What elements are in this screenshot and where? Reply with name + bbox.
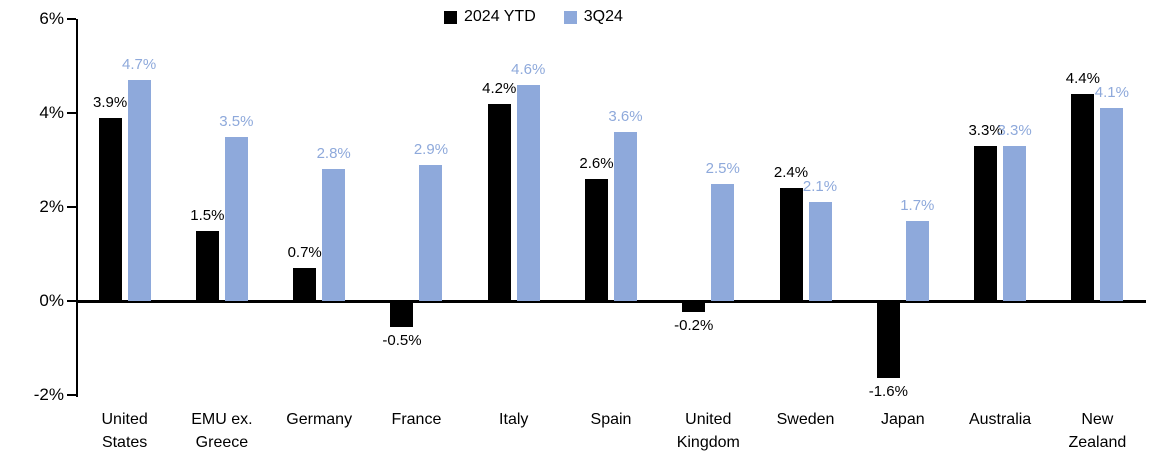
y-tick-label-4: 4% <box>39 103 64 122</box>
value-label-2024-ytd-spain: 2.6% <box>579 154 614 172</box>
bar-3q24-new-zealand <box>1100 108 1124 301</box>
y-axis-line <box>76 19 78 397</box>
value-label-3q24-sweden: 2.1% <box>802 178 838 196</box>
category-label-france: France <box>391 411 442 428</box>
bar-3q24-emu-ex-greece <box>224 136 248 301</box>
value-label-3q24-new-zealand: 4.1% <box>1094 84 1129 102</box>
value-label-2024-ytd-italy: 4.2% <box>482 79 517 97</box>
value-label-2024-ytd-japan: -1.6% <box>868 383 908 401</box>
bar-2024-ytd-germany <box>293 268 317 301</box>
value-label-3q24-united-kingdom: 2.5% <box>705 159 740 177</box>
bar-3q24-australia <box>1003 145 1027 301</box>
value-label-2024-ytd-emu-ex-greece: 1.5% <box>190 206 225 224</box>
bar-3q24-france <box>419 164 443 301</box>
value-label-3q24-spain: 3.6% <box>608 107 643 125</box>
bar-2024-ytd-italy <box>487 103 511 301</box>
bar-2024-ytd-united-states <box>98 117 122 301</box>
y-tick-4 <box>67 112 76 114</box>
value-label-2024-ytd-france: -0.5% <box>382 331 422 349</box>
value-label-3q24-japan: 1.7% <box>900 197 935 215</box>
category-label-australia: Australia <box>968 411 1032 428</box>
value-label-3q24-italy: 4.6% <box>511 60 546 78</box>
category-label-emu-ex-greece: EMU ex. Greece <box>191 411 253 451</box>
bar-3q24-sweden <box>808 202 832 301</box>
y-tick-2 <box>67 394 76 396</box>
category-label-japan: Japan <box>881 411 925 428</box>
value-label-3q24-germany: 2.8% <box>316 145 351 163</box>
value-label-3q24-emu-ex-greece: 3.5% <box>219 112 254 130</box>
value-label-2024-ytd-united-states: 3.9% <box>93 93 128 111</box>
legend-swatch-2024-ytd <box>444 10 457 24</box>
bar-2024-ytd-australia <box>974 145 998 301</box>
bar-3q24-spain <box>614 131 637 301</box>
legend-label-2024-ytd: 2024 YTD <box>464 8 536 25</box>
category-label-sweden: Sweden <box>776 411 835 428</box>
bar-2024-ytd-japan <box>876 303 900 379</box>
category-label-spain: Spain <box>590 411 632 428</box>
value-label-3q24-france: 2.9% <box>413 140 449 158</box>
value-label-2024-ytd-sweden: 2.4% <box>773 164 809 182</box>
bar-3q24-italy <box>516 84 540 301</box>
bar-3q24-united-states <box>127 80 151 301</box>
bar-3q24-japan <box>905 221 929 301</box>
bar-2024-ytd-emu-ex-greece <box>195 230 219 301</box>
category-label-germany: Germany <box>286 411 353 428</box>
bar-2024-ytd-spain <box>585 178 608 301</box>
category-label-united-states: United States <box>101 411 148 451</box>
y-tick-label-6: 6% <box>39 9 64 28</box>
y-tick-label-2: 2% <box>39 197 64 216</box>
value-label-2024-ytd-united-kingdom: -0.2% <box>674 317 714 335</box>
legend-label-3q24: 3Q24 <box>583 8 623 25</box>
category-label-united-kingdom: United Kingdom <box>676 411 740 451</box>
y-tick-label-0: 0% <box>39 291 64 310</box>
bar-2024-ytd-sweden <box>779 188 803 301</box>
legend: 2024 YTD 3Q24 <box>444 8 623 26</box>
bar-3q24-united-kingdom <box>711 183 735 301</box>
value-label-3q24-united-states: 4.7% <box>122 56 157 74</box>
category-label-new-zealand: New Zealand <box>1068 411 1127 451</box>
bar-2024-ytd-united-kingdom <box>682 303 706 313</box>
value-label-3q24-australia: 3.3% <box>997 121 1032 139</box>
bar-3q24-germany <box>322 169 346 301</box>
value-label-2024-ytd-new-zealand: 4.4% <box>1065 70 1100 88</box>
bar-2024-ytd-france <box>390 303 414 327</box>
bar-2024-ytd-new-zealand <box>1071 94 1095 301</box>
value-label-2024-ytd-australia: 3.3% <box>968 121 1003 139</box>
y-tick-2 <box>67 206 76 208</box>
y-tick-6 <box>67 18 76 20</box>
category-label-italy: Italy <box>499 411 529 428</box>
y-tick-label-2: -2% <box>33 385 64 404</box>
y-tick-0 <box>67 300 76 302</box>
legend-swatch-3q24 <box>563 10 577 24</box>
x-axis-baseline <box>76 300 1146 303</box>
value-label-2024-ytd-germany: 0.7% <box>287 244 322 262</box>
